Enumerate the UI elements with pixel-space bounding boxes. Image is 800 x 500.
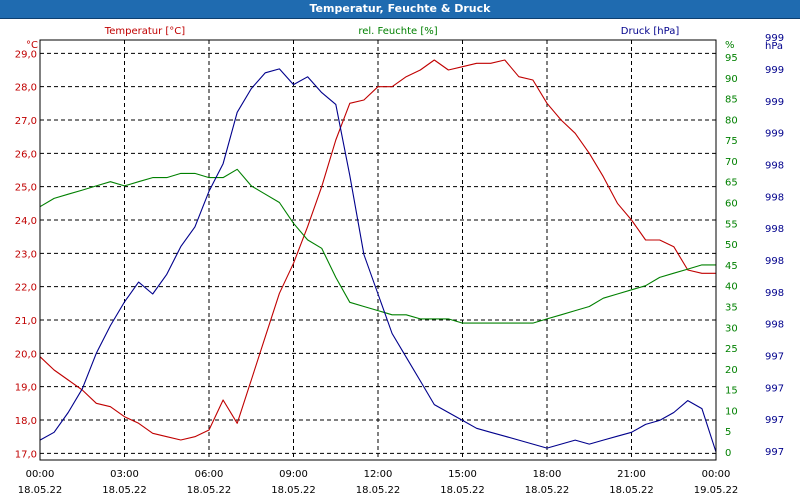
x-tick-time-label: 06:00 <box>195 469 224 480</box>
y-right1-tick-label: 70 <box>725 157 738 168</box>
y-right2-tick-label: 999 <box>765 65 784 76</box>
y-right2-tick-label: 997 <box>765 383 784 394</box>
y-right2-tick-label: 998 <box>765 161 784 172</box>
y-right1-tick-label: 95 <box>725 53 738 64</box>
y-right1-tick-label: 35 <box>725 302 738 313</box>
x-tick-date-label: 18.05.22 <box>102 485 147 496</box>
y-right1-tick-label: 55 <box>725 219 738 230</box>
x-tick-time-label: 00:00 <box>702 469 731 480</box>
y-right1-tick-label: 65 <box>725 178 738 189</box>
y-right2-tick-label: 999 <box>765 33 784 44</box>
y-right1-tick-label: 80 <box>725 115 738 126</box>
y-left-tick-label: 23,0 <box>15 249 37 260</box>
legend-label: Temperatur [°C] <box>104 26 185 37</box>
series-layer <box>39 59 717 453</box>
y-right1-tick-label: 50 <box>725 240 738 251</box>
frame-layer <box>39 39 717 461</box>
y-right2-tick-label: 998 <box>765 288 784 299</box>
y-left-tick-label: 27,0 <box>15 116 37 127</box>
y-right1-tick-label: 20 <box>725 365 738 376</box>
x-tick-time-label: 00:00 <box>26 469 55 480</box>
y-right2-tick-label: 997 <box>765 447 784 458</box>
x-tick-time-label: 12:00 <box>364 469 393 480</box>
y-left-unit-label: °C <box>26 40 38 51</box>
y-right1-tick-label: 45 <box>725 261 738 272</box>
y-right2-tick-label: 998 <box>765 224 784 235</box>
legend-layer: Temperatur [°C] rel. Feuchte [%] Druck [hP… <box>104 26 680 37</box>
y-right1-tick-label: 75 <box>725 136 738 147</box>
x-tick-date-label: 18.05.22 <box>271 485 316 496</box>
series-line-0 <box>39 59 716 441</box>
y-left-tick-label: 24,0 <box>15 216 37 227</box>
y-right2-tick-label: 998 <box>765 192 784 203</box>
y-right1-tick-label: 10 <box>725 406 738 417</box>
y-right2-tick-label: hPa <box>765 41 783 52</box>
plot-frame <box>39 39 717 461</box>
title-bar <box>0 0 800 19</box>
y-right1-tick-label: 5 <box>725 427 731 438</box>
y-right2-tick-label: 999 <box>765 97 784 108</box>
y-left-tick-label: 26,0 <box>15 149 37 160</box>
x-tick-date-label: 18.05.22 <box>187 485 232 496</box>
y-left-tick-label: 29,0 <box>15 49 37 60</box>
series-line-1 <box>39 168 716 324</box>
x-tick-time-label: 09:00 <box>279 469 308 480</box>
chart-title: Temperatur, Feuchte & Druck <box>309 2 491 15</box>
y-right1-tick-label: 40 <box>725 282 738 293</box>
y-left-tick-label: 20,0 <box>15 349 37 360</box>
y-left-tick-label: 21,0 <box>15 316 37 327</box>
y-right2-tick-label: 998 <box>765 320 784 331</box>
y-right1-tick-label: % <box>725 40 735 51</box>
y-right1-tick-label: 0 <box>725 448 731 459</box>
axis-layer: 17,0 18,0 19,0 20,0 21,0 22,0 23,0 24,0 25,0 26,0… <box>15 33 784 496</box>
x-tick-time-label: 03:00 <box>110 469 139 480</box>
x-tick-date-label: 18.05.22 <box>525 485 570 496</box>
legend-label: Druck [hPa] <box>621 26 680 37</box>
series-line-2 <box>39 68 717 453</box>
y-left-tick-label: 25,0 <box>15 183 37 194</box>
grid-layer <box>40 40 716 460</box>
x-tick-time-label: 21:00 <box>617 469 646 480</box>
x-tick-date-label: 18.05.22 <box>356 485 401 496</box>
x-tick-date-label: 18.05.22 <box>18 485 63 496</box>
y-right2-tick-label: 997 <box>765 352 784 363</box>
y-left-tick-label: 18,0 <box>15 416 37 427</box>
x-tick-date-label: 18.05.22 <box>609 485 654 496</box>
y-left-tick-label: 22,0 <box>15 283 37 294</box>
x-tick-time-label: 15:00 <box>448 469 477 480</box>
y-right1-tick-label: 30 <box>725 323 738 334</box>
y-right1-tick-label: 25 <box>725 344 738 355</box>
legend-label: rel. Feuchte [%] <box>358 26 437 37</box>
y-right1-tick-label: 15 <box>725 386 738 397</box>
x-tick-time-label: 18:00 <box>533 469 562 480</box>
y-left-tick-label: 19,0 <box>15 383 37 394</box>
y-right1-tick-label: 90 <box>725 74 738 85</box>
y-right2-tick-label: 999 <box>765 129 784 140</box>
y-right2-tick-label: 997 <box>765 415 784 426</box>
y-right1-tick-label: 60 <box>725 199 738 210</box>
y-left-tick-label: 28,0 <box>15 83 37 94</box>
x-tick-date-label: 18.05.22 <box>440 485 485 496</box>
y-right1-tick-label: 85 <box>725 95 738 106</box>
y-left-tick-label: 17,0 <box>15 449 37 460</box>
y-right2-tick-label: 998 <box>765 256 784 267</box>
x-tick-date-label: 19.05.22 <box>694 485 739 496</box>
